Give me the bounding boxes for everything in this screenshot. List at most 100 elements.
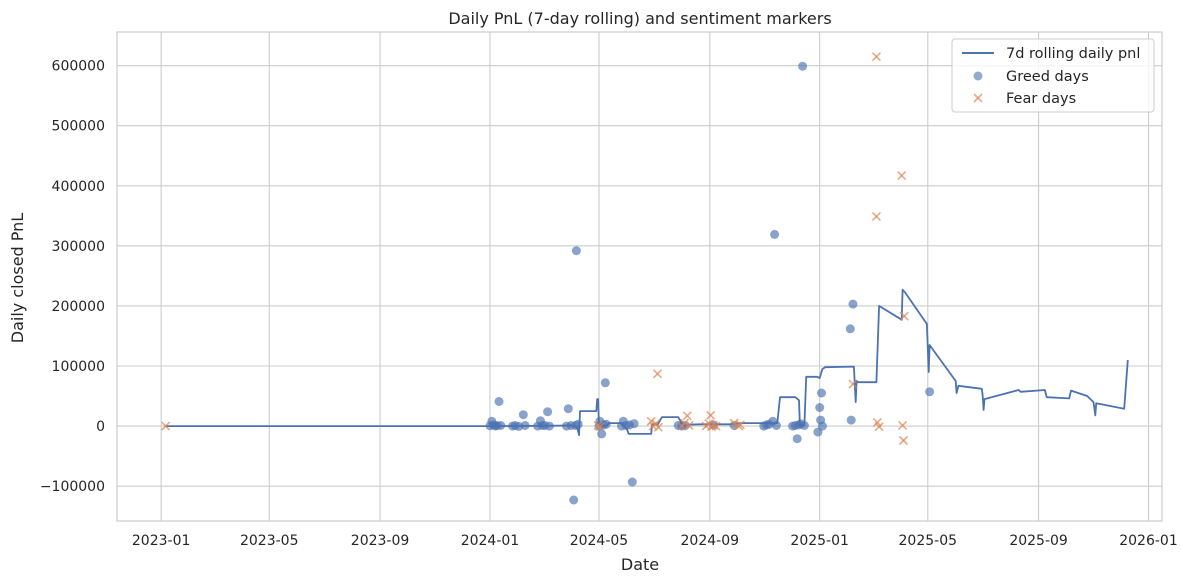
x-tick-label: 2023-01 (132, 533, 191, 549)
fear-marker-stroke (653, 422, 663, 432)
greed-point (627, 477, 637, 487)
y-tick-label: 200000 (52, 299, 105, 315)
greed-point (600, 378, 610, 388)
x-tick-label: 2025-09 (1009, 533, 1068, 549)
greed-point (569, 495, 579, 505)
greed-point (771, 421, 781, 430)
chart-title: Daily PnL (7-day rolling) and sentiment … (448, 9, 831, 28)
greed-point (601, 419, 611, 429)
y-tick-label: 400000 (52, 179, 105, 195)
greed-point (629, 419, 639, 429)
plot-series (161, 52, 1129, 505)
fear-marker-stroke (735, 420, 745, 430)
fear-marker-stroke (871, 211, 881, 221)
y-tick-label: 0 (96, 419, 105, 435)
greed-point (518, 410, 528, 420)
fear-marker-stroke (646, 416, 656, 426)
legend-fear-x (973, 93, 983, 103)
fear-marker-stroke (898, 435, 909, 446)
legend-label-greed: Greed days (1006, 69, 1089, 85)
y-tick-label: 500000 (52, 119, 105, 135)
greed-point (544, 421, 554, 431)
greed-point (573, 419, 583, 429)
greed-point (770, 229, 780, 239)
legend-greed-swatch (973, 71, 983, 81)
greed-point (848, 299, 858, 309)
fear-marker-stroke (874, 422, 884, 432)
fear-marker-stroke (161, 421, 171, 431)
greed-point (799, 421, 809, 430)
fear-point (729, 418, 739, 428)
y-tick-label: −100000 (40, 479, 105, 495)
legend-fear-swatch (973, 93, 983, 103)
fear-point (595, 422, 605, 432)
fear-marker-stroke (706, 410, 716, 420)
y-tick-label: 100000 (52, 359, 105, 375)
fear-marker-stroke (684, 420, 694, 431)
greed-point (817, 388, 826, 398)
fear-marker-stroke (897, 171, 907, 181)
greed-point (792, 434, 802, 444)
fear-marker-stroke (679, 418, 690, 428)
fear-marker-stroke (682, 411, 692, 421)
x-tick-label: 2024-05 (570, 533, 629, 549)
x-tick-label: 2025-01 (790, 533, 849, 549)
y-tick-label: 300000 (52, 239, 105, 255)
legend-box (951, 38, 1155, 113)
fear-point (708, 420, 718, 431)
fear-marker-stroke (897, 420, 908, 431)
x-tick-label: 2026-01 (1119, 533, 1178, 549)
greed-point (496, 421, 506, 430)
greed-point (817, 421, 827, 431)
x-tick-label: 2023-09 (351, 533, 410, 549)
x-tick-label: 2024-01 (461, 533, 520, 549)
greed-point (543, 407, 553, 417)
legend-label-line: 7d rolling daily pnl (1006, 46, 1140, 62)
fear-marker-stroke (973, 93, 983, 103)
greed-point (815, 403, 825, 412)
fear-point (899, 311, 909, 321)
fear-point (871, 52, 881, 62)
fear-marker-stroke (871, 52, 881, 62)
fear-marker-stroke (872, 417, 882, 428)
fear-point (735, 420, 745, 430)
greed-point (520, 421, 530, 430)
fear-point (706, 410, 716, 420)
fear-point (874, 422, 884, 432)
fear-point (897, 420, 908, 431)
fear-point (848, 379, 858, 389)
fear-point (646, 416, 656, 426)
greed-point (845, 324, 855, 334)
greed-point (846, 415, 856, 425)
fear-marker-stroke (899, 311, 909, 321)
x-tick-label: 2024-09 (681, 533, 740, 549)
fear-marker-stroke (711, 421, 721, 431)
fear-point (652, 369, 663, 379)
tick-labels: 2023-01 2023-05 2023-09 2024-01 2024-05 2024-… (40, 59, 1178, 549)
fear-marker-stroke (848, 379, 858, 389)
fear-marker-stroke (595, 422, 605, 432)
greed-point (571, 246, 581, 256)
fear-point (682, 411, 692, 421)
fear-point (679, 418, 690, 428)
greed-point (798, 61, 808, 71)
plot-frame (116, 31, 1163, 522)
fear-point (684, 420, 694, 431)
greed-point (494, 397, 504, 406)
fear-marker-stroke (708, 420, 718, 431)
fear-point (898, 435, 909, 446)
fear-point (653, 422, 663, 432)
fear-point (871, 211, 881, 221)
fear-point (161, 421, 171, 431)
legend-label-fear: Fear days (1006, 91, 1076, 107)
y-tick-label: 600000 (52, 59, 105, 75)
legend: 7d rolling daily pnl Greed days Fear day… (951, 38, 1155, 113)
x-tick-label: 2023-05 (240, 533, 299, 549)
greed-point (597, 429, 607, 439)
x-tick-label: 2025-05 (899, 533, 958, 549)
greed-point (563, 404, 573, 414)
fear-marker-stroke (652, 369, 663, 379)
x-axis-label: Date (621, 555, 659, 574)
